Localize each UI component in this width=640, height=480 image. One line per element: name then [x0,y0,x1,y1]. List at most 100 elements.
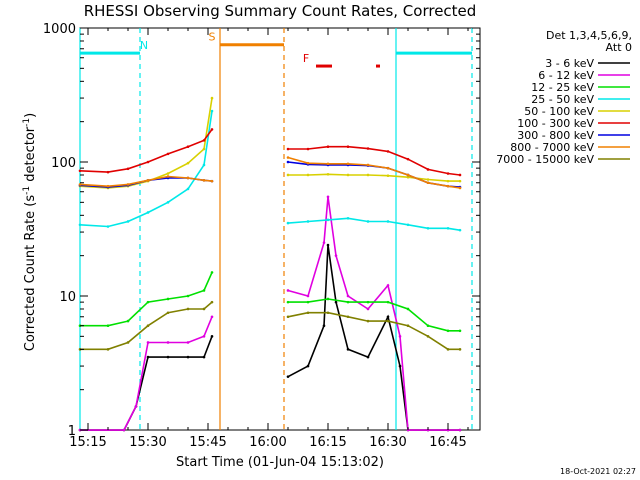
series-point-0 [306,364,310,368]
series-point-7 [126,183,130,186]
series-point-2 [210,271,214,274]
series-point-1 [122,428,126,432]
series-point-4 [166,172,170,175]
series-point-8 [446,348,450,351]
series-point-7 [446,184,450,188]
series-point-8 [126,341,130,344]
series-point-1 [166,341,170,344]
series-line-5 [288,145,461,176]
footer-timestamp: 18-Oct-2021 02:27 [560,467,636,476]
legend-label: 7000 - 15000 keV [496,153,594,166]
series-point-3 [346,217,350,220]
series-point-6 [286,160,290,164]
series-line-4 [288,173,460,182]
x-tick-label: 16:30 [369,435,406,450]
series-point-1 [406,428,410,432]
y-axis-label: Corrected Count Rate (s-1 detector-1) [22,113,38,351]
series-point-8 [210,300,214,304]
series-point-0 [166,355,170,359]
x-tick-label: 16:45 [429,435,466,450]
series-point-0 [398,364,402,368]
series-point-5 [186,145,190,149]
marker-label: F [303,52,309,65]
series-point-2 [326,297,330,301]
series-point-2 [446,329,450,333]
series-point-8 [386,319,390,323]
series-point-5 [326,145,330,149]
series-point-4 [366,173,370,177]
marker-label: S [209,31,216,44]
series-point-8 [458,348,462,351]
series-point-8 [202,307,206,311]
series-line-2 [288,298,460,332]
legend-label: 50 - 100 keV [524,105,594,118]
series-point-0 [186,355,190,359]
series-line-8 [80,301,213,351]
series-point-2 [166,297,170,301]
series-point-3 [458,228,462,232]
series-point-1 [202,335,206,338]
series-point-1 [322,241,326,244]
series-line-7 [79,175,213,188]
series-point-4 [406,175,410,179]
y-axis-label-close: ) [23,113,38,118]
series-point-7 [186,176,190,180]
series-point-3 [186,187,190,191]
series-point-1 [334,254,338,257]
series-point-3 [146,211,150,214]
series-point-8 [146,324,150,328]
series-point-3 [210,109,214,113]
series-point-7 [346,162,350,166]
series-point-3 [286,221,290,225]
x-axis-label: Start Time (01-Jun-04 15:13:02) [176,455,384,470]
series-point-4 [446,179,450,183]
series-point-7 [202,179,206,182]
series-point-5 [286,147,290,151]
y-tick-label: 100 [51,156,76,171]
series-point-7 [386,166,390,170]
series-point-7 [78,183,82,186]
series-point-8 [106,348,110,351]
series-point-7 [326,162,330,166]
y-tick-label: 1000 [43,22,76,37]
series-point-4 [326,172,330,176]
series-point-5 [126,167,130,171]
y-axis-label-main: Corrected Count Rate (s [23,195,38,352]
series-point-1 [346,294,350,298]
series-point-1 [286,289,290,292]
series-point-2 [106,324,110,328]
series-point-5 [306,147,310,151]
series-line-7 [287,156,461,189]
series-point-1 [326,195,330,199]
series-line-4 [79,97,213,189]
legend-label: 300 - 800 keV [517,129,594,142]
series-line-3 [287,217,461,231]
x-tick-label: 15:30 [129,435,166,450]
legend-label: 25 - 50 keV [531,93,594,106]
series-point-1 [186,341,190,344]
y-tick-label: 10 [59,290,76,305]
series-point-8 [306,311,310,315]
series-point-0 [210,335,214,338]
series-point-3 [166,201,170,204]
y-axis-label-mid: detector [23,126,38,186]
series-point-8 [426,335,430,338]
series-point-3 [106,225,110,228]
series-point-4 [426,178,430,181]
series-point-2 [126,319,130,323]
series-point-3 [426,227,430,230]
series-point-2 [286,300,290,304]
series-point-4 [186,161,190,165]
series-point-2 [426,324,430,328]
legend-label: 800 - 7000 keV [510,141,594,154]
legend-label: 6 - 12 keV [538,69,594,82]
legend-header-line1: Det 1,3,4,5,6,9, [546,29,632,42]
series-point-8 [286,315,290,319]
series-point-8 [326,311,330,315]
series-point-4 [306,173,310,177]
series-point-2 [346,300,350,304]
series-point-8 [366,319,370,323]
series-point-3 [446,227,450,230]
series-point-1 [386,284,390,287]
